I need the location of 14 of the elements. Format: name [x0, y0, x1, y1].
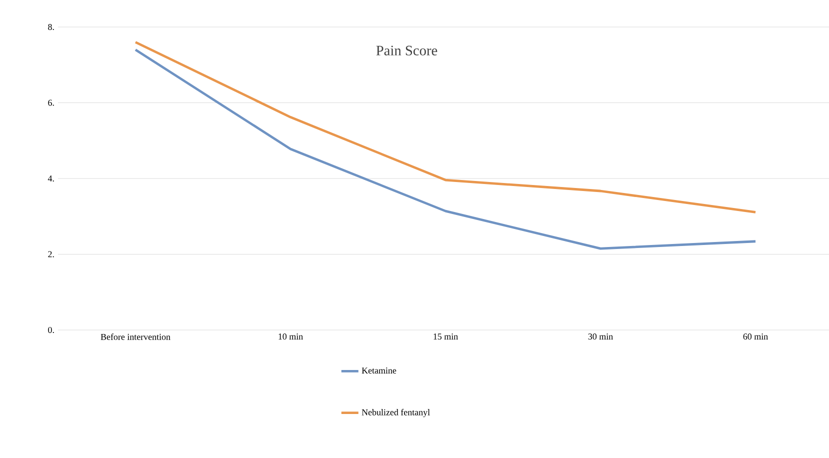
x-tick-label: 15 min — [434, 334, 458, 340]
x-tick-label: 60 min — [743, 334, 768, 340]
legend-label: Nebulized fentanyl — [362, 408, 430, 418]
y-tick-label: 8. — [48, 24, 54, 30]
text: Pain Score — [376, 46, 438, 56]
y-tick-label: 0. — [48, 326, 54, 334]
y-tick-label: 4. — [48, 175, 54, 182]
line-series — [134, 40, 757, 214]
x-tick-label: Before intervention — [100, 334, 170, 340]
legend-label: Ketamine — [362, 368, 396, 374]
y-tick-label: 6. — [48, 100, 54, 106]
x-tick-label: 10 min — [278, 334, 303, 340]
y-tick-label: 2. — [48, 251, 54, 258]
x-tick-label: 30 min — [588, 334, 613, 340]
